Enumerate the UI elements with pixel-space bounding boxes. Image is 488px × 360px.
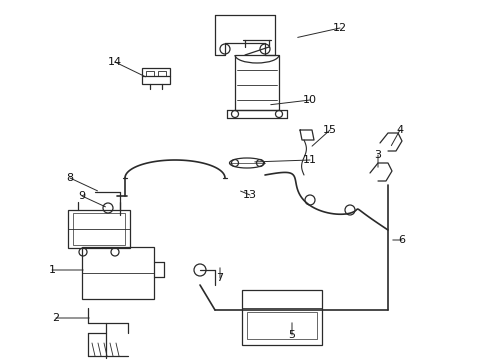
Text: 12: 12: [332, 23, 346, 33]
Bar: [142, 68, 170, 84]
Text: 3: 3: [374, 150, 381, 160]
Text: 2: 2: [52, 313, 60, 323]
Text: 7: 7: [216, 273, 223, 283]
Bar: [246, 312, 316, 339]
Bar: [73, 213, 125, 245]
Text: 6: 6: [398, 235, 405, 245]
Text: 1: 1: [48, 265, 55, 275]
Text: 9: 9: [78, 191, 85, 201]
Text: 5: 5: [288, 330, 295, 340]
Text: 15: 15: [323, 125, 336, 135]
Text: 13: 13: [243, 190, 257, 200]
Text: 11: 11: [303, 155, 316, 165]
Text: 10: 10: [303, 95, 316, 105]
Text: 4: 4: [396, 125, 403, 135]
Bar: [82, 247, 154, 299]
Bar: [158, 71, 165, 76]
Text: 14: 14: [108, 57, 122, 67]
Bar: [68, 210, 130, 248]
Bar: [242, 290, 321, 345]
Bar: [235, 55, 279, 110]
Bar: [146, 71, 154, 76]
Text: 8: 8: [66, 173, 73, 183]
